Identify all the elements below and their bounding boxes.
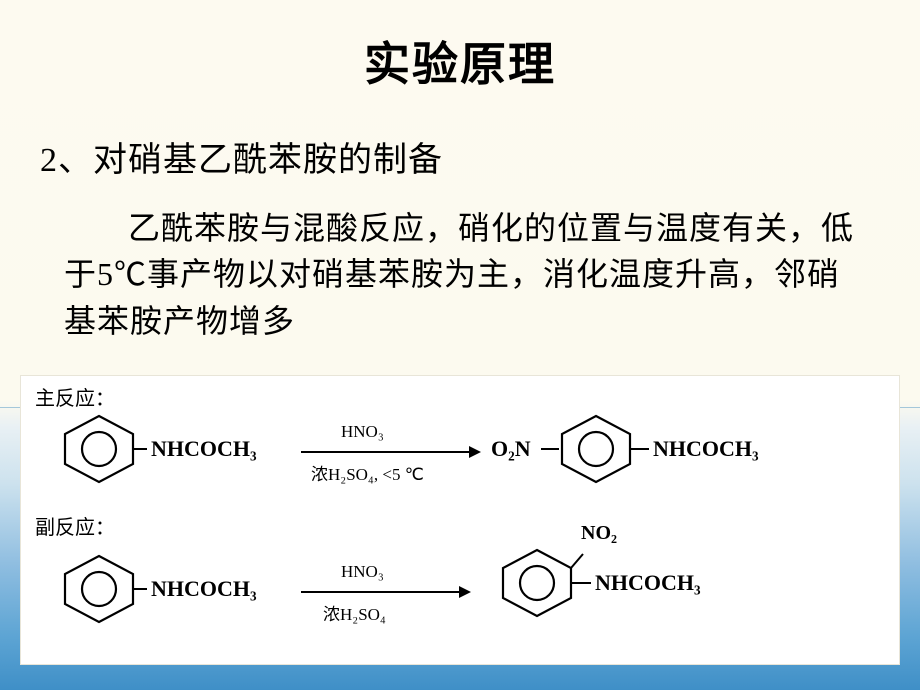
benzene-ring-icon (541, 410, 651, 488)
reagent-top: HNO₃ (341, 562, 384, 582)
reaction-arrow-icon (301, 442, 481, 462)
benzene-ring-icon (51, 550, 147, 628)
group-nhcoch3: NHCOCH₃ (151, 576, 257, 602)
reaction-panel: 主反应： NHCOCH₃ HNO₃ 浓H₂SO₄, <5 ℃ O₂N NHCOC… (20, 375, 900, 665)
group-nhcoch3: NHCOCH₃ (595, 570, 701, 596)
slide-title: 实验原理 (0, 0, 920, 94)
main-reaction-label: 主反应： (35, 382, 115, 411)
reagent-bottom-main: 浓H₂SO₄, <5 ℃ (311, 460, 424, 485)
slide-subtitle: 2、对硝基乙酰苯胺的制备 (40, 132, 920, 181)
group-nhcoch3: NHCOCH₃ (151, 436, 257, 462)
group-o2n: O₂N (491, 436, 531, 462)
reaction-arrow-icon (301, 582, 471, 602)
slide-body: 乙酰苯胺与混酸反应，硝化的位置与温度有关，低于5℃事产物以对硝基苯胺为主，消化温… (64, 205, 856, 344)
reagent-top: HNO₃ (341, 422, 384, 442)
group-nhcoch3: NHCOCH₃ (653, 436, 759, 462)
reagent-bottom-side: 浓H₂SO₄ (323, 600, 386, 625)
benzene-ring-icon (487, 536, 597, 632)
side-reaction-label: 副反应： (35, 511, 115, 540)
benzene-ring-icon (51, 410, 147, 488)
